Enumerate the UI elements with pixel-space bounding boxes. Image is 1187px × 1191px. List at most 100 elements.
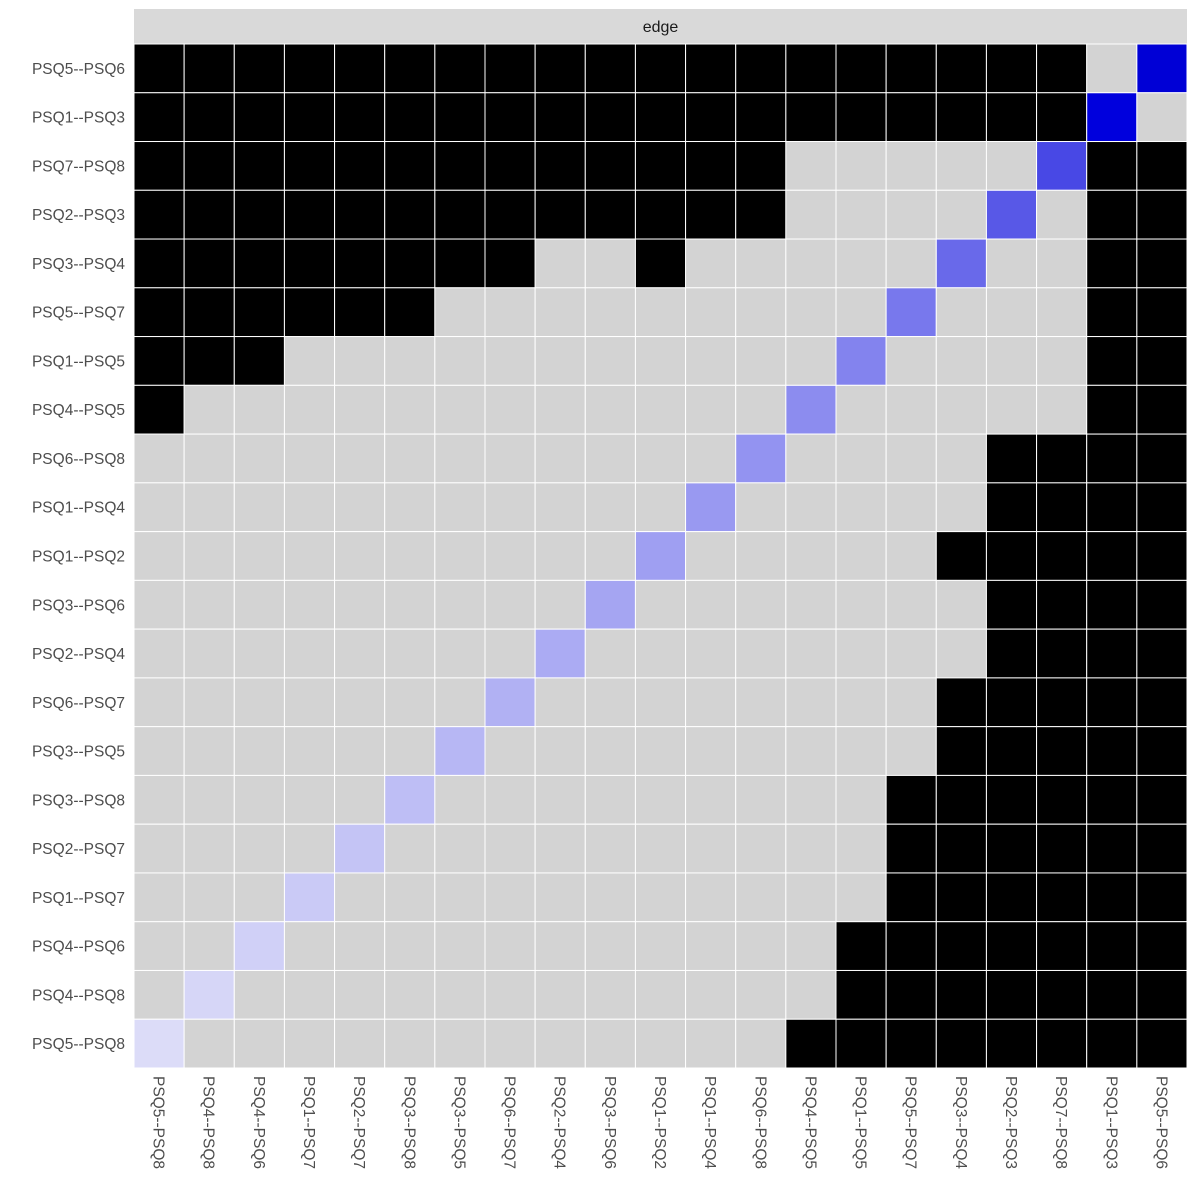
heatmap-cell — [183, 677, 235, 728]
y-tick-label: PSQ6--PSQ8 — [32, 451, 125, 468]
heatmap-cell — [785, 384, 837, 435]
heatmap-cell — [233, 823, 285, 874]
heatmap-cell — [584, 969, 636, 1020]
heatmap-cell — [233, 141, 285, 191]
heatmap-cell — [584, 1018, 636, 1069]
heatmap-cell — [183, 726, 235, 776]
heatmap-cell — [183, 921, 235, 971]
heatmap-cell — [1036, 92, 1088, 143]
x-tick-label: PSQ3--PSQ8 — [400, 1076, 417, 1169]
x-axis-labels: PSQ5--PSQ8 PSQ4--PSQ8 PSQ4--PSQ6 PSQ1--PSQ7… — [150, 1076, 1170, 1169]
x-tick-label: PSQ1--PSQ3 — [1102, 1076, 1119, 1169]
heatmap-cell — [985, 92, 1038, 143]
heatmap-cell — [685, 1018, 737, 1069]
heatmap-cell — [935, 238, 987, 289]
heatmap-cell — [133, 287, 185, 338]
heatmap-cell — [384, 141, 436, 191]
heatmap-cell — [183, 823, 235, 874]
heatmap-cell — [685, 287, 737, 338]
heatmap-cell — [1086, 774, 1138, 825]
heatmap-cell — [434, 238, 486, 289]
heatmap-cell — [735, 238, 787, 289]
heatmap-cell — [233, 287, 285, 338]
heatmap-cell — [1136, 433, 1187, 484]
heatmap-cell — [1036, 336, 1088, 386]
heatmap-cell — [785, 1018, 837, 1069]
heatmap-cell — [384, 482, 436, 533]
heatmap-cell — [334, 336, 386, 386]
heatmap-cell — [384, 287, 436, 338]
heatmap-cell — [1086, 726, 1138, 776]
heatmap-cell — [283, 823, 336, 874]
heatmap-cell — [233, 336, 285, 386]
heatmap-cell — [584, 628, 636, 679]
y-tick-label: PSQ3--PSQ6 — [32, 597, 125, 614]
heatmap-cell — [985, 774, 1038, 825]
y-tick-label: PSQ4--PSQ6 — [32, 939, 125, 956]
heatmap-cell — [885, 287, 937, 338]
heatmap-cell — [885, 677, 937, 728]
heatmap-cell — [1136, 579, 1187, 630]
heatmap-cell — [1136, 336, 1187, 386]
heatmap-cell — [685, 92, 737, 143]
heatmap-cell — [1136, 628, 1187, 679]
heatmap-cell — [334, 43, 386, 94]
heatmap-cell — [1086, 384, 1138, 435]
heatmap-cell — [1086, 969, 1138, 1020]
heatmap-cell — [985, 579, 1038, 630]
heatmap-cell — [484, 92, 536, 143]
facet-strip — [134, 9, 1187, 44]
heatmap-cell — [1036, 677, 1088, 728]
heatmap-cell — [935, 1018, 987, 1069]
heatmap-cell — [1086, 336, 1138, 386]
heatmap-cell — [584, 287, 636, 338]
heatmap-cell — [935, 287, 987, 338]
heatmap-cell — [534, 628, 586, 679]
heatmap-cell — [133, 433, 185, 484]
heatmap-cell — [283, 1018, 336, 1069]
heatmap-cell — [434, 189, 486, 240]
heatmap-cell — [484, 482, 536, 533]
heatmap-cell — [484, 1018, 536, 1069]
heatmap-cell — [1086, 579, 1138, 630]
heatmap-cell — [1036, 872, 1088, 923]
heatmap-cell — [634, 141, 687, 191]
heatmap-cell — [434, 482, 486, 533]
heatmap-cell — [334, 921, 386, 971]
heatmap-cell — [233, 238, 285, 289]
heatmap-cell — [434, 726, 486, 776]
heatmap-cell — [1086, 531, 1138, 581]
heatmap-cell — [534, 872, 586, 923]
heatmap-cell — [785, 969, 837, 1020]
heatmap-cell — [133, 482, 185, 533]
heatmap-cell — [785, 238, 837, 289]
heatmap-cell — [1136, 969, 1187, 1020]
x-tick-label: PSQ7--PSQ8 — [1052, 1076, 1069, 1169]
y-tick-label: PSQ5--PSQ7 — [32, 305, 125, 322]
heatmap-cell — [685, 336, 737, 386]
heatmap-cell — [484, 336, 536, 386]
heatmap-cell — [133, 43, 185, 94]
heatmap-cell — [685, 677, 737, 728]
heatmap-cell — [183, 1018, 235, 1069]
heatmap-cell — [334, 433, 386, 484]
heatmap-cell — [233, 774, 285, 825]
heatmap-cell — [283, 238, 336, 289]
heatmap-cell — [534, 433, 586, 484]
heatmap-cell — [233, 677, 285, 728]
heatmap-cell — [133, 189, 185, 240]
y-tick-label: PSQ4--PSQ5 — [32, 402, 125, 419]
heatmap-cell — [584, 774, 636, 825]
heatmap-cell — [685, 141, 737, 191]
heatmap-cell — [434, 579, 486, 630]
heatmap-cell — [484, 141, 536, 191]
heatmap-cell — [1086, 43, 1138, 94]
heatmap-cell — [384, 43, 436, 94]
heatmap-cell — [1086, 433, 1138, 484]
heatmap-cell — [985, 969, 1038, 1020]
heatmap-cell — [985, 726, 1038, 776]
heatmap-cell — [534, 482, 586, 533]
heatmap-cell — [835, 238, 887, 289]
heatmap-cell — [1036, 141, 1088, 191]
heatmap-cell — [534, 774, 586, 825]
